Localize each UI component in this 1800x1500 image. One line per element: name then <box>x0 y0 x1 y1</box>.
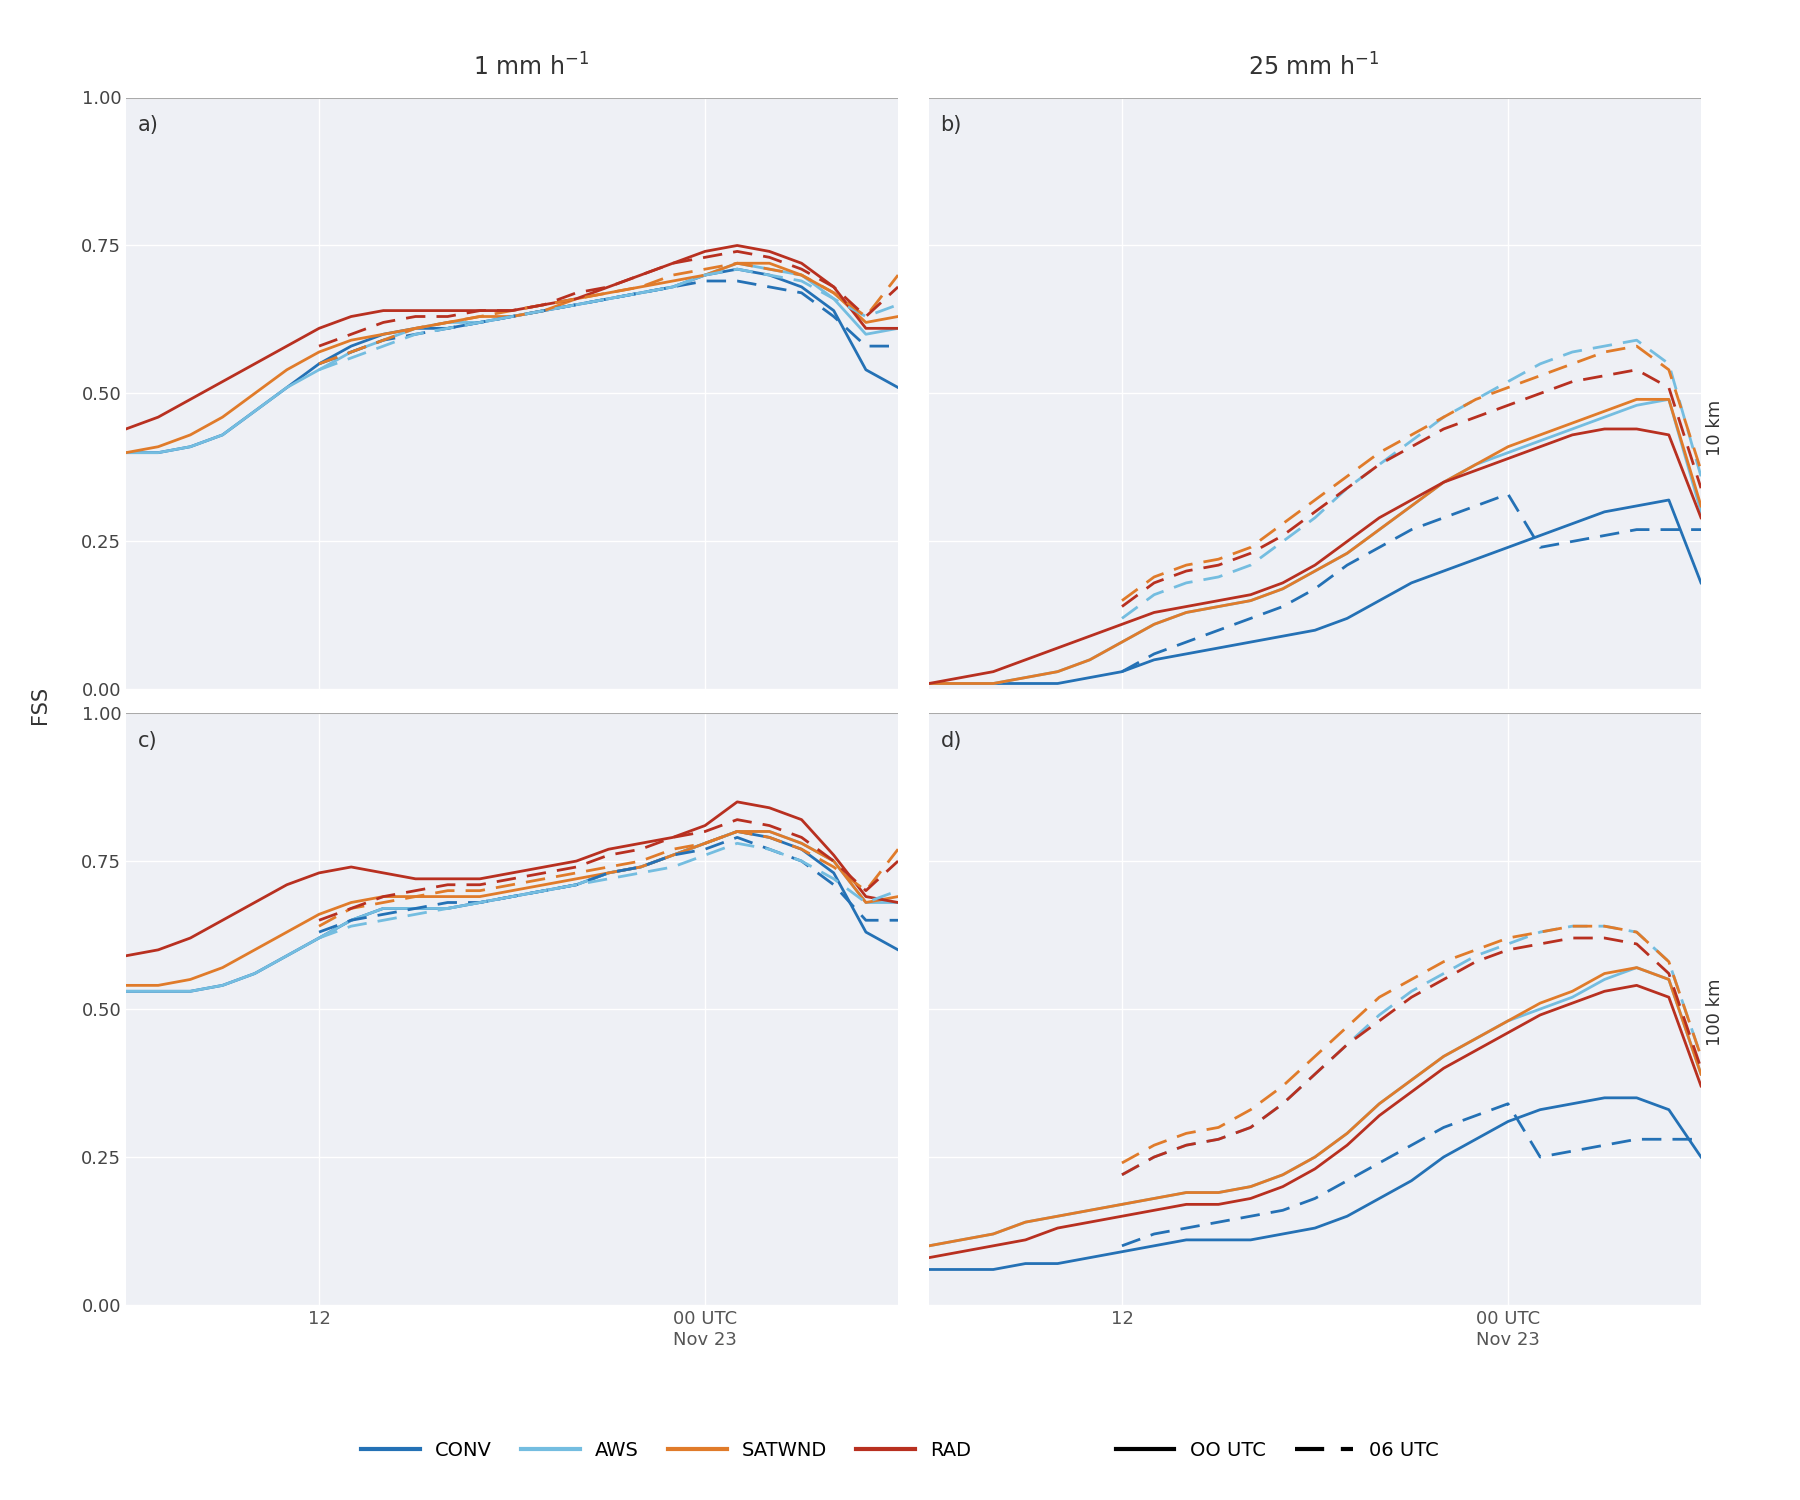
Text: d): d) <box>941 730 961 752</box>
Text: a): a) <box>137 116 158 135</box>
Legend: CONV, AWS, SATWND, RAD,   , OO UTC, 06 UTC: CONV, AWS, SATWND, RAD, , OO UTC, 06 UTC <box>353 1432 1447 1468</box>
Text: c): c) <box>137 730 157 752</box>
Text: 10 km: 10 km <box>1706 399 1724 456</box>
Text: 25 mm h$^{-1}$: 25 mm h$^{-1}$ <box>1249 54 1379 81</box>
Text: 1 mm h$^{-1}$: 1 mm h$^{-1}$ <box>473 54 589 81</box>
Text: b): b) <box>941 116 961 135</box>
Text: 100 km: 100 km <box>1706 980 1724 1047</box>
Text: FSS: FSS <box>29 686 50 724</box>
